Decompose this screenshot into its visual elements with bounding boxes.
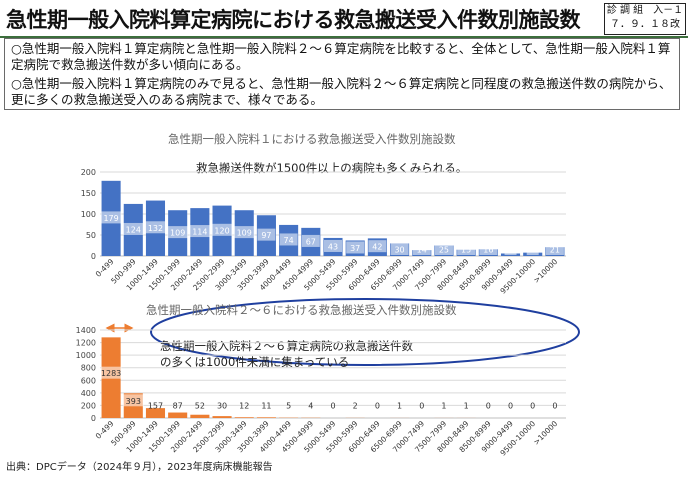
data-label: 8: [530, 246, 535, 255]
y-tick-label: 600: [81, 376, 96, 385]
data-label: 1: [397, 402, 402, 411]
data-label: 37: [350, 244, 360, 253]
data-label: 0: [419, 402, 424, 411]
data-label: 0: [330, 402, 335, 411]
page-title: 急性期一般入院料算定病院における救急搬送受入件数別施設数: [6, 4, 580, 34]
data-label: 16: [483, 246, 493, 255]
data-label: 179: [103, 214, 118, 223]
data-label: 120: [214, 226, 229, 235]
bar: [235, 417, 254, 418]
data-label: 0: [375, 402, 380, 411]
y-tick-label: 0: [91, 252, 96, 261]
y-tick-label: 800: [81, 364, 96, 373]
data-label: 0: [530, 402, 535, 411]
data-label: 0: [552, 402, 557, 411]
data-label: 2: [353, 402, 358, 411]
y-tick-label: 150: [81, 189, 96, 198]
y-tick-label: 200: [81, 401, 96, 410]
data-label: 15: [461, 246, 471, 255]
data-label: 157: [148, 402, 163, 411]
data-label: 74: [284, 236, 294, 245]
y-tick-label: 100: [81, 210, 96, 219]
y-tick-label: 200: [81, 168, 96, 177]
data-label: 25: [439, 246, 449, 255]
x-tick-label: >10000: [532, 257, 560, 285]
y-tick-label: 400: [81, 389, 96, 398]
data-label: 14: [417, 246, 427, 255]
data-label: 109: [237, 229, 252, 238]
bar: [213, 416, 232, 418]
data-label: 109: [170, 229, 185, 238]
document-id-line: 診 調 組 入－１: [605, 4, 685, 18]
data-label: 4: [308, 402, 313, 411]
data-label: 11: [261, 402, 271, 411]
data-label: 12: [239, 402, 249, 411]
data-label: 97: [261, 231, 271, 240]
bar: [168, 413, 187, 418]
bar: [257, 417, 276, 418]
data-label: 30: [394, 246, 404, 255]
data-label: 87: [173, 402, 183, 411]
data-label: 1: [441, 402, 446, 411]
data-label: 67: [306, 237, 316, 246]
y-tick-label: 0: [91, 414, 96, 423]
data-label: 1: [464, 402, 469, 411]
data-label: 393: [126, 397, 141, 406]
data-label: 124: [126, 225, 141, 234]
data-label: 52: [195, 402, 205, 411]
source-note: 出典：DPCデータ（2024年９月），2023年度病床機能報告: [6, 458, 273, 473]
data-label: 21: [550, 246, 560, 255]
summary-point: ○急性期一般入院料１算定病院と急性期一般入院料２～６算定病院を比較すると、全体と…: [11, 41, 673, 73]
data-label: 0: [486, 402, 491, 411]
y-tick-label: 1400: [76, 326, 96, 335]
bar: [190, 415, 209, 418]
chart-title-bottom: 急性期一般入院料２～６における救急搬送受入件数別施設数: [146, 302, 457, 318]
document-id-box: 診 調 組 入－１ ７．９．１８改: [604, 3, 686, 35]
data-label: 132: [148, 224, 163, 233]
data-label: 43: [328, 242, 338, 251]
data-label: 6: [508, 246, 513, 255]
data-label: 42: [372, 243, 382, 252]
y-tick-label: 1200: [76, 339, 96, 348]
y-tick-label: 50: [86, 231, 96, 240]
data-label: 1283: [101, 369, 121, 378]
x-tick-label: >10000: [532, 419, 560, 447]
title-bar: 急性期一般入院料算定病院における救急搬送受入件数別施設数 診 調 組 入－１ ７…: [0, 0, 688, 38]
data-label: 5: [286, 402, 291, 411]
data-label: 30: [217, 402, 227, 411]
document-revision-line: ７．９．１８改: [605, 18, 685, 32]
data-label: 0: [508, 402, 513, 411]
y-tick-label: 1000: [76, 351, 96, 360]
data-label: 114: [192, 228, 207, 237]
